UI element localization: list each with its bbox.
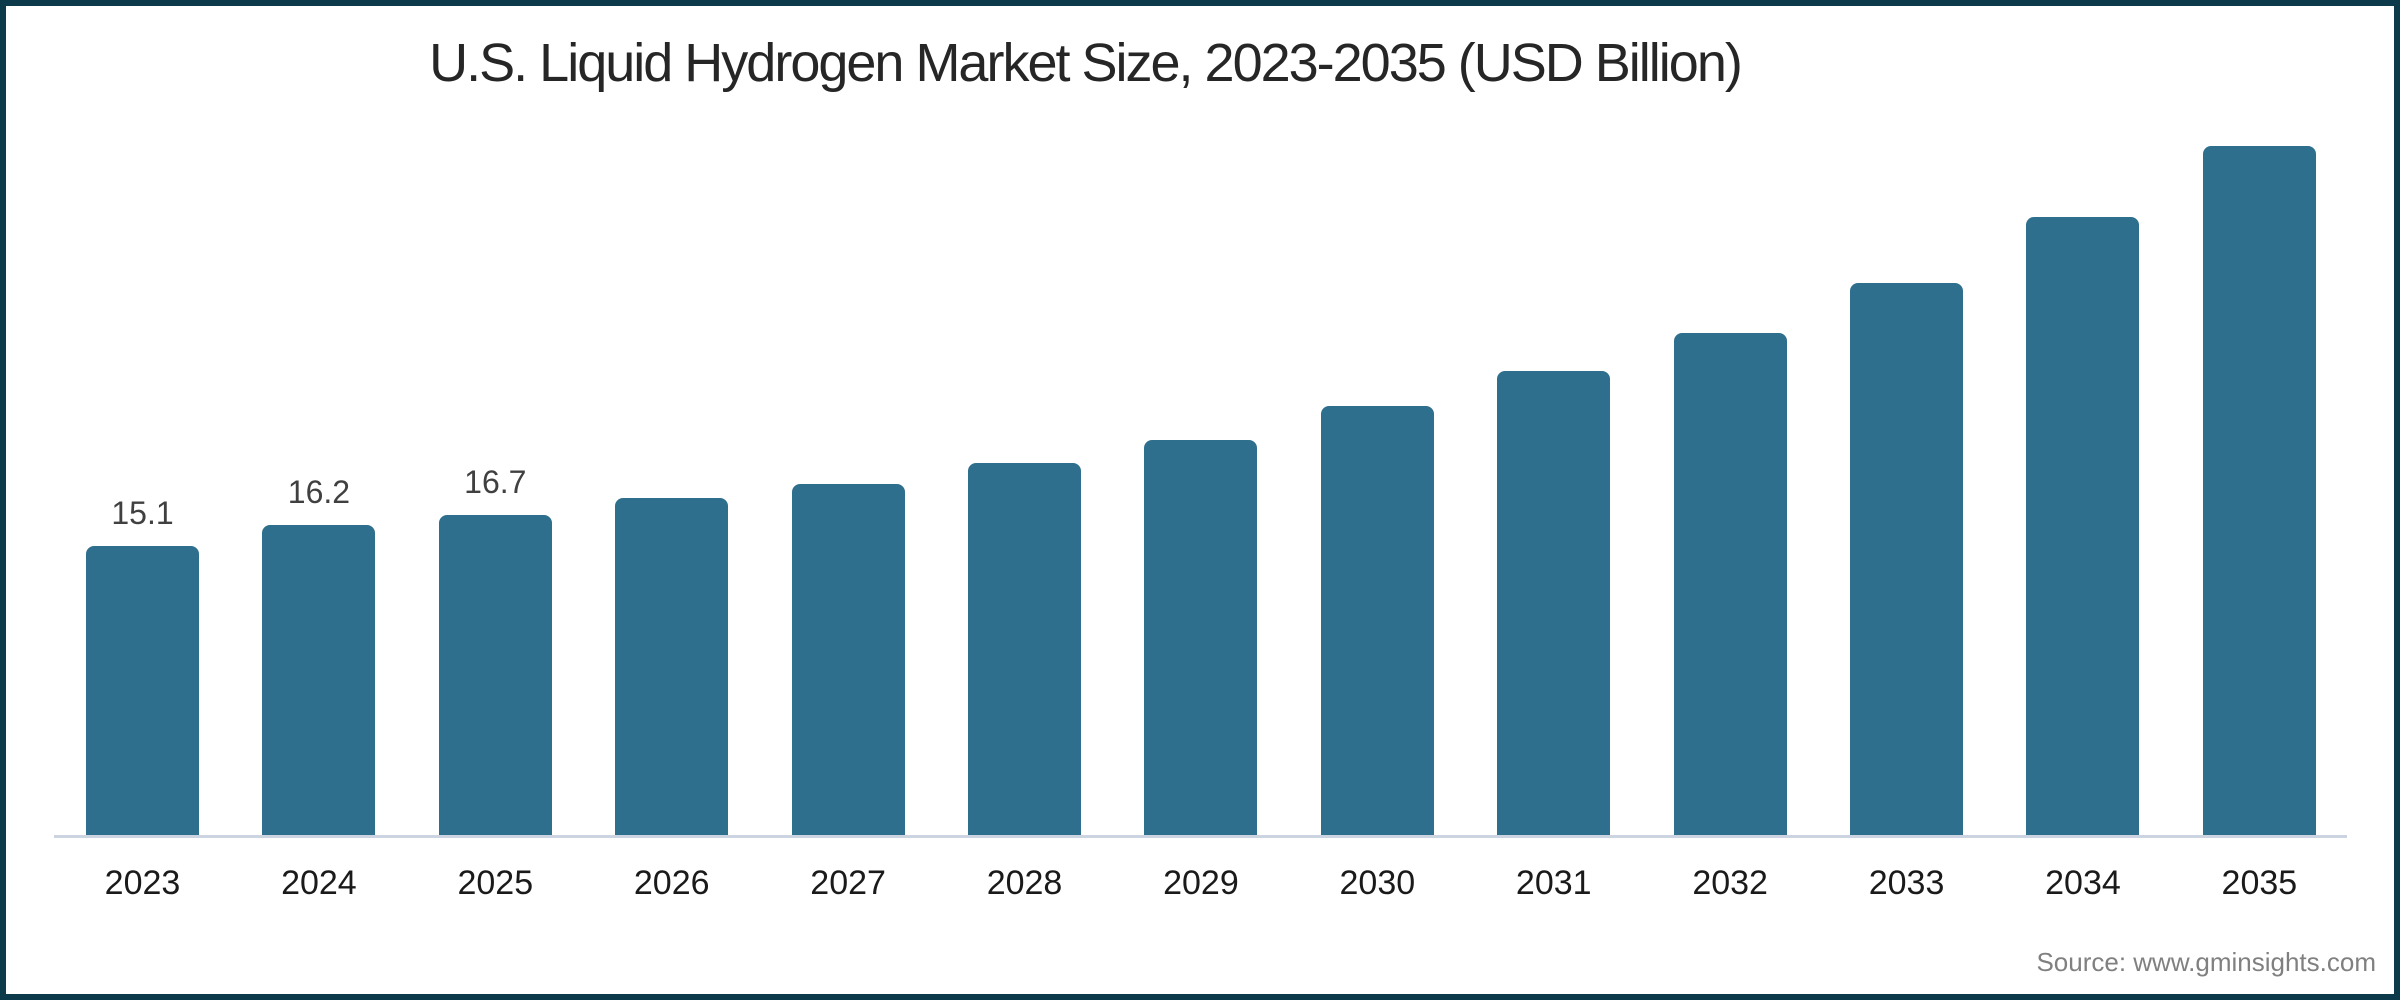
bar (791, 484, 905, 836)
bar-column (1497, 6, 1611, 836)
x-axis-tick-label: 2029 (1163, 864, 1239, 902)
bar-column (1673, 6, 1787, 836)
x-axis-tick-label: 2032 (1692, 864, 1768, 902)
bar-column (2026, 6, 2140, 836)
bars-row: 15.1 16.2 16.7 (86, 6, 2316, 836)
x-axis-tick-label: 2026 (633, 864, 710, 902)
x-axis-tick-label: 2035 (2221, 864, 2298, 902)
bar-value-label: 16.7 (464, 464, 527, 500)
bar (1673, 333, 1787, 836)
bar (438, 515, 552, 836)
bar (262, 525, 376, 836)
bar-column (1320, 6, 1434, 836)
bar-column (2202, 6, 2316, 836)
x-axis-tick-label: 2023 (104, 864, 181, 902)
bar-value-label: 16.2 (287, 474, 351, 510)
bar (968, 463, 1082, 836)
x-axis-tick-label: 2027 (810, 864, 886, 902)
bar (86, 546, 199, 836)
bar (2026, 217, 2140, 836)
x-axis-labels: 2023 2024 2025 2026 2027 2028 2029 2030 2031 2032… (86, 864, 2316, 903)
bar (1320, 406, 1434, 836)
bar (1850, 283, 1964, 836)
x-axis-tick-label: 2031 (1515, 864, 1592, 902)
chart-title: U.S. Liquid Hydrogen Market Size, 2023-2… (429, 33, 1743, 93)
x-axis-tick-label: 2024 (281, 864, 357, 902)
bar (1497, 371, 1611, 836)
x-axis-tick-label: 2028 (986, 864, 1063, 902)
x-axis-tick-label: 2030 (1339, 864, 1416, 902)
bar (1144, 440, 1258, 836)
x-axis-tick-label: 2033 (1868, 864, 1945, 902)
bar-column (791, 6, 905, 836)
bar-column: 15.1 (86, 6, 199, 836)
x-axis-tick-label: 2025 (457, 864, 534, 902)
x-axis-tick-label: 2034 (2045, 864, 2121, 902)
bar-column (1850, 6, 1964, 836)
bar-column: 16.7 (438, 6, 552, 836)
source-attribution: Source: www.gminsights.com (2036, 947, 2376, 977)
bar-column (615, 6, 729, 836)
bar-column (968, 6, 1082, 836)
bar-column (1144, 6, 1258, 836)
bar-value-label: 15.1 (111, 495, 174, 531)
x-axis-line (54, 835, 2347, 838)
bar-column: 16.2 (262, 6, 376, 836)
bar (2202, 146, 2316, 836)
bar (615, 498, 729, 836)
